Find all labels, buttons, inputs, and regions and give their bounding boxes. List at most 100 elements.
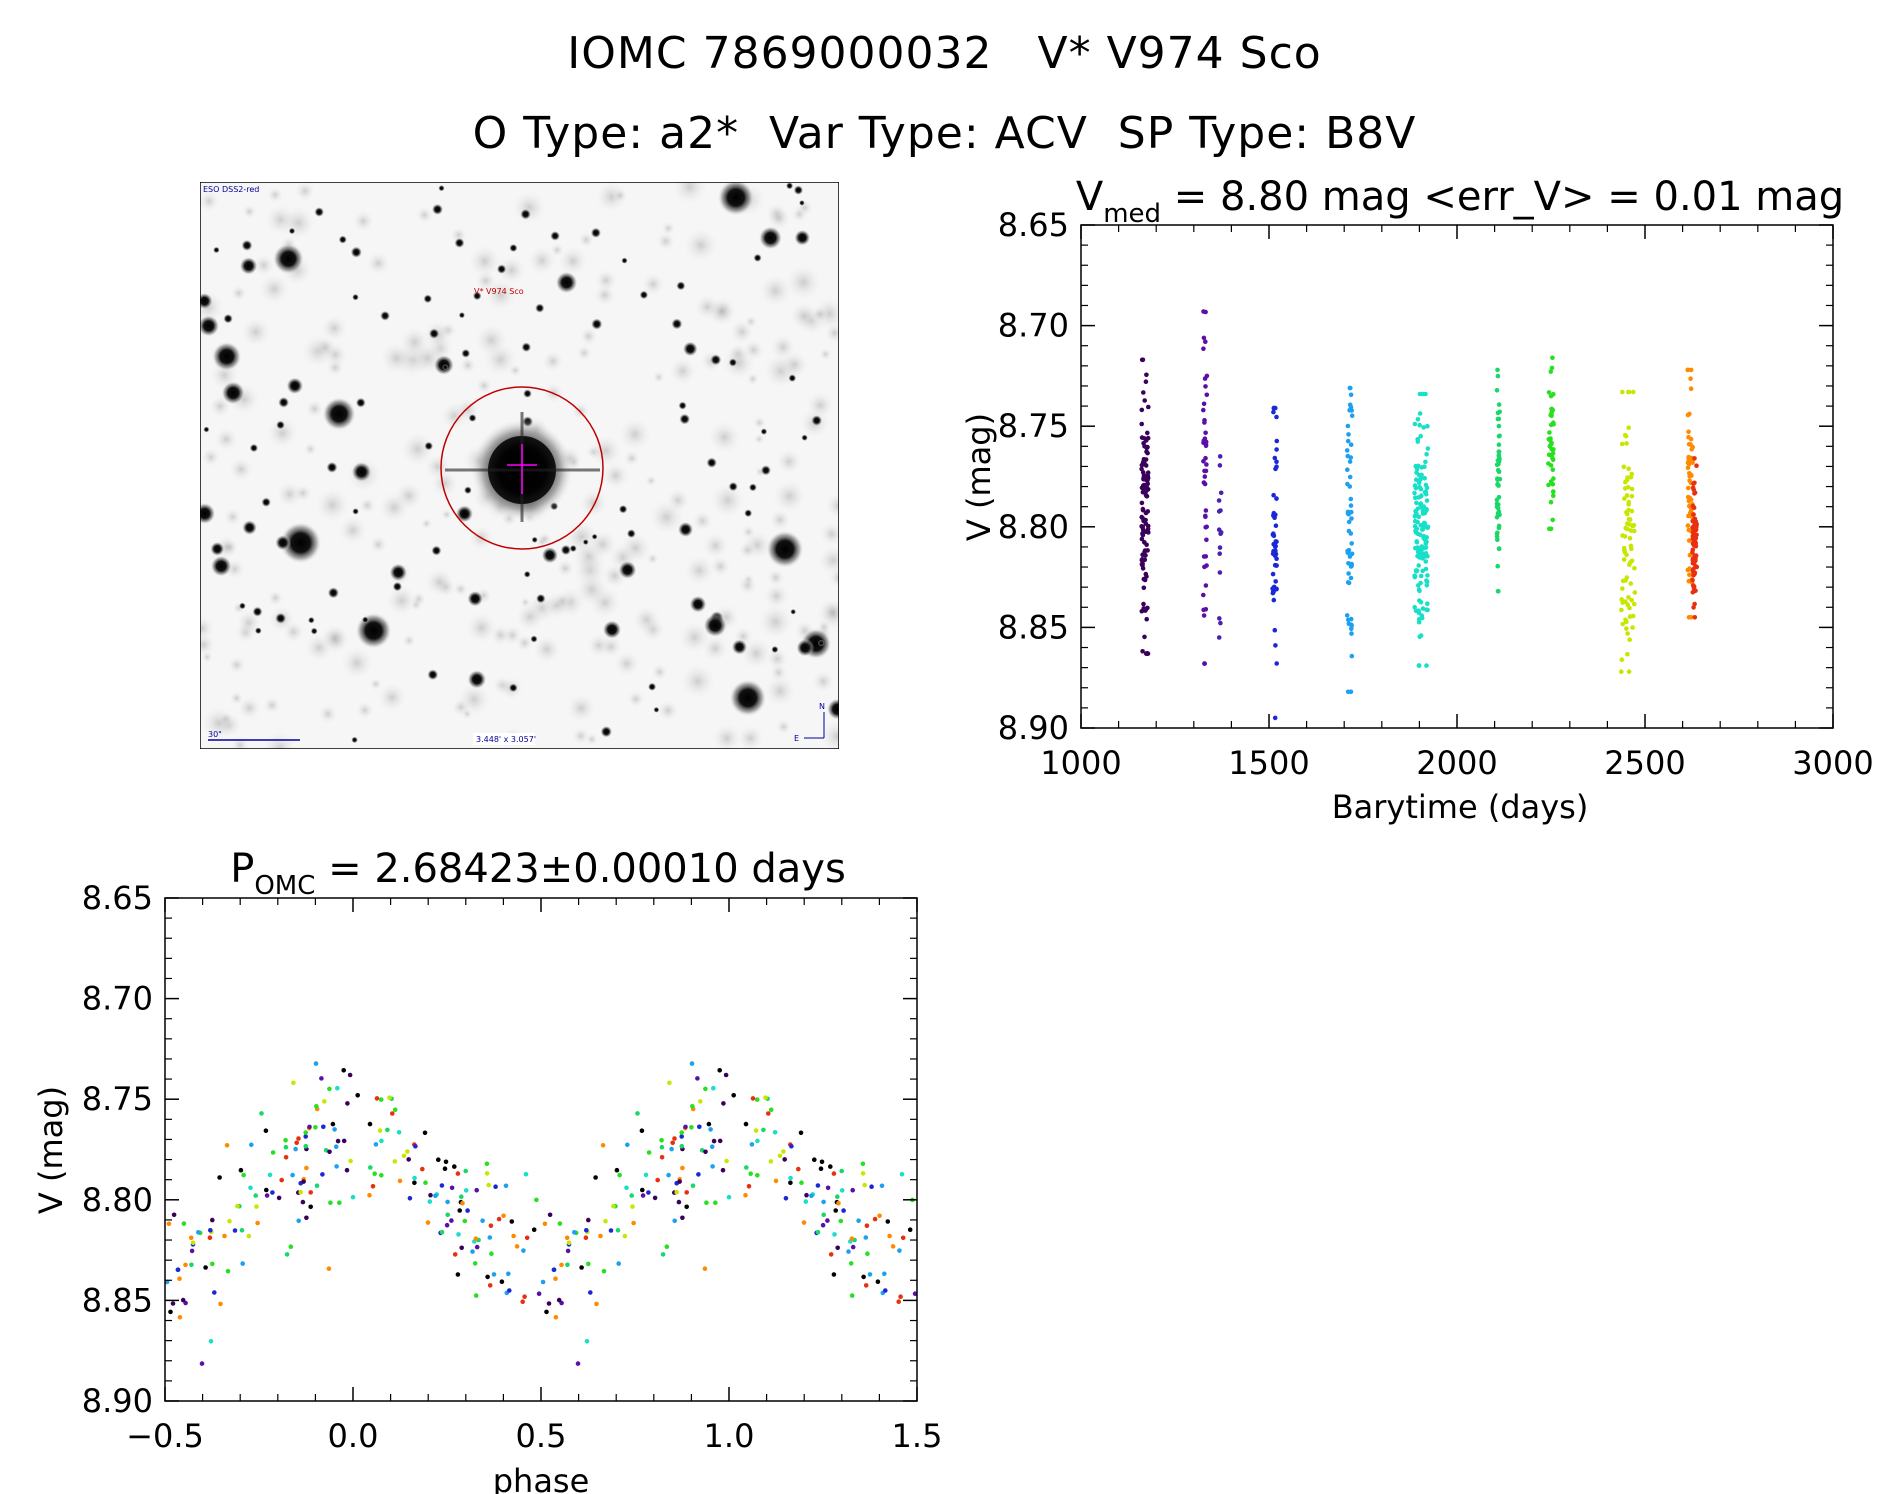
phased-ticks: −0.5 0.0 0.5 1.0 1.5 8.65 8.70 8.75 8.80 8.85 8.90 — [82, 879, 943, 1455]
data-point — [557, 1221, 563, 1226]
data-point — [496, 1216, 502, 1222]
data-point — [1216, 635, 1222, 640]
data-point — [1139, 500, 1145, 506]
field-star — [535, 593, 546, 604]
sky-blob — [222, 506, 243, 527]
sky-blob — [507, 362, 523, 378]
sky-blob — [229, 734, 251, 749]
sky-blob — [598, 634, 624, 660]
data-point — [812, 1157, 817, 1162]
field-star — [223, 313, 234, 324]
data-point — [1346, 432, 1351, 437]
data-point — [743, 1121, 749, 1127]
data-point — [1425, 423, 1430, 429]
data-point — [1548, 442, 1554, 447]
field-star — [765, 530, 804, 569]
data-point — [1632, 566, 1637, 571]
data-point — [1419, 465, 1425, 470]
data-point — [1270, 590, 1276, 596]
data-point — [1201, 346, 1206, 352]
y-tick-label: 8.70 — [998, 307, 1069, 345]
data-point — [514, 1244, 520, 1249]
data-point — [405, 1149, 410, 1154]
data-point — [217, 1175, 222, 1180]
data-point — [1694, 463, 1699, 469]
sky-blob — [564, 691, 598, 725]
data-point — [768, 1107, 774, 1113]
data-point — [1416, 463, 1421, 469]
field-star — [788, 374, 797, 383]
data-point — [1217, 616, 1222, 621]
data-point — [1686, 429, 1691, 435]
data-point — [1549, 365, 1555, 371]
phased-axes-frame — [164, 897, 918, 1402]
series-season8 — [1619, 389, 1638, 674]
sky-blob — [354, 700, 375, 721]
data-point — [1496, 461, 1501, 467]
data-point — [337, 1200, 342, 1205]
data-point — [1550, 467, 1556, 473]
lightcurve-xlabel: Barytime (days) — [1332, 788, 1589, 826]
sky-blob — [645, 551, 660, 566]
sky-blob — [304, 398, 325, 420]
data-point — [1549, 447, 1554, 452]
sky-blob — [766, 567, 786, 588]
data-point — [899, 1171, 905, 1177]
data-point — [397, 1178, 403, 1184]
data-point — [724, 1158, 729, 1164]
data-point — [1347, 484, 1353, 489]
data-point — [689, 1125, 694, 1130]
field-star — [530, 635, 538, 643]
finder-chart: ESO DSS2-red V* V974 Sco 30" 3.448' x 3.… — [200, 182, 839, 749]
sky-blob — [514, 600, 546, 633]
data-point — [208, 1228, 213, 1233]
data-point — [672, 1136, 677, 1141]
data-point — [255, 1220, 260, 1226]
data-point — [1204, 373, 1210, 379]
data-point — [796, 1166, 801, 1172]
data-point — [1414, 539, 1419, 544]
data-point — [1632, 601, 1637, 607]
data-point — [601, 1268, 607, 1274]
field-star — [560, 544, 572, 556]
sky-blob — [423, 452, 452, 481]
y-tick-label: 8.80 — [998, 508, 1069, 546]
field-star — [472, 291, 482, 301]
data-point — [1273, 543, 1278, 549]
data-point — [616, 1261, 621, 1266]
data-point — [773, 1178, 779, 1184]
sky-blob — [266, 185, 285, 204]
data-point — [789, 1144, 794, 1149]
data-point — [1495, 476, 1500, 482]
data-point — [238, 1167, 244, 1173]
data-point — [488, 1223, 494, 1228]
data-point — [484, 1171, 490, 1176]
data-point — [630, 1204, 635, 1209]
data-point — [1622, 534, 1628, 539]
data-point — [846, 1249, 851, 1254]
field-star — [438, 184, 445, 192]
data-point — [890, 1244, 896, 1249]
field-star — [458, 311, 466, 319]
data-point — [1623, 433, 1629, 439]
x-tick-label: 0.5 — [516, 1417, 567, 1455]
data-point — [283, 1155, 289, 1160]
sky-blob — [578, 326, 599, 347]
data-point — [1273, 579, 1278, 584]
data-point — [1144, 616, 1149, 622]
data-point — [253, 1193, 258, 1198]
data-point — [849, 1236, 855, 1241]
data-point — [1345, 438, 1351, 444]
data-point — [782, 1157, 787, 1162]
sky-blob — [227, 456, 255, 483]
data-point — [544, 1309, 549, 1315]
data-point — [480, 1218, 485, 1223]
field-star — [760, 428, 768, 436]
data-point — [1548, 463, 1554, 468]
data-point — [867, 1272, 873, 1277]
data-point — [1271, 586, 1277, 591]
data-point — [473, 1293, 479, 1298]
data-point — [1201, 407, 1206, 413]
data-point — [276, 1195, 282, 1201]
data-point — [1273, 405, 1278, 411]
